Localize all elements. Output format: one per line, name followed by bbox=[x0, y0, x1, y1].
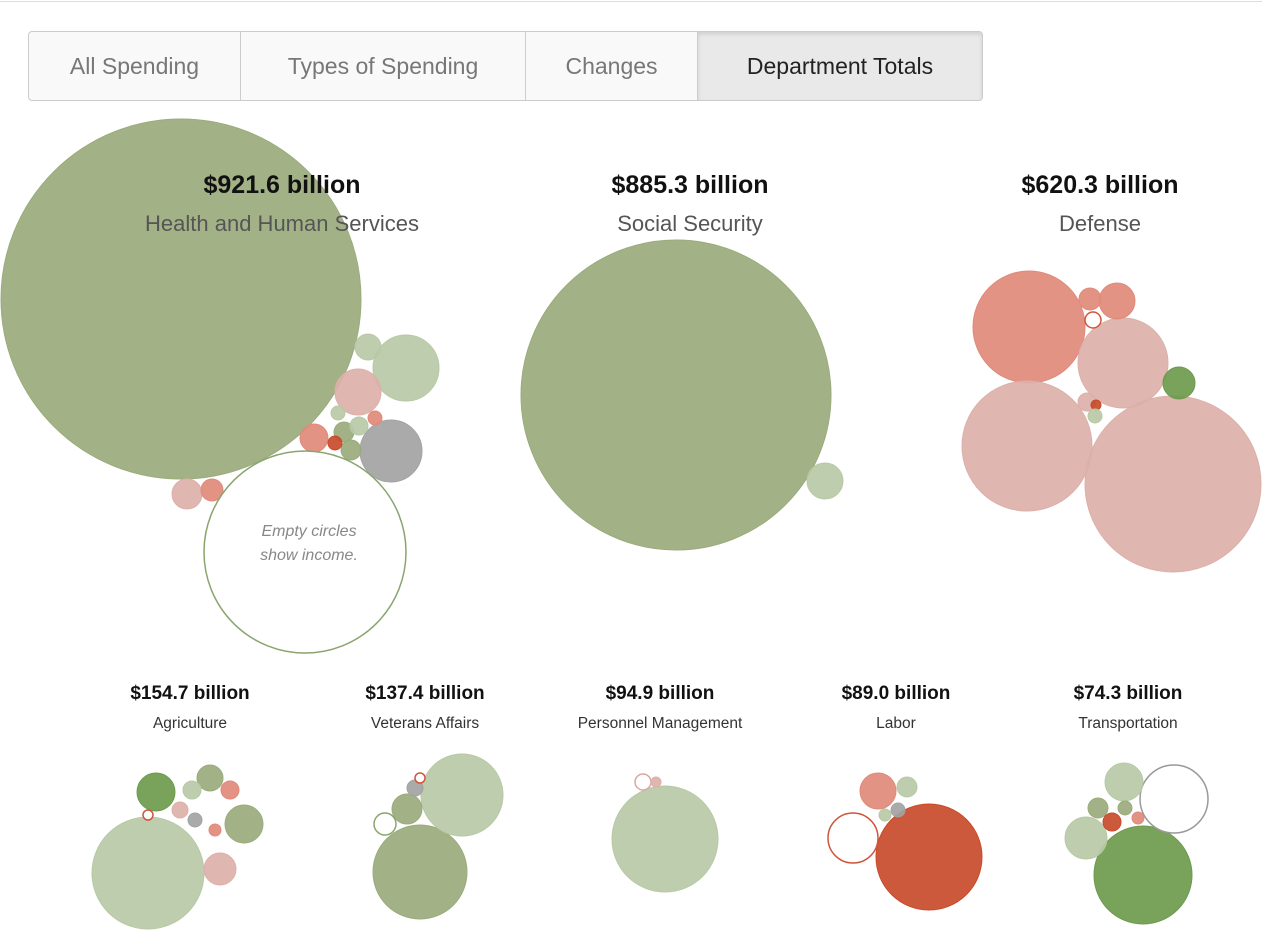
income-bubble bbox=[1084, 311, 1102, 329]
department-name: Veterans Affairs bbox=[371, 715, 480, 732]
department-amount: $137.4 billion bbox=[365, 683, 484, 704]
spending-bubble bbox=[208, 823, 222, 837]
spending-bubble bbox=[1104, 762, 1144, 802]
spending-bubble bbox=[391, 793, 423, 825]
spending-bubble bbox=[859, 772, 897, 810]
income-bubble bbox=[203, 450, 407, 654]
spending-bubble bbox=[520, 239, 832, 551]
tab[interactable]: Changes bbox=[526, 32, 698, 100]
income-bubble bbox=[827, 812, 879, 864]
income-bubble bbox=[634, 773, 652, 791]
spending-bubble bbox=[1098, 282, 1136, 320]
spending-bubble bbox=[330, 405, 346, 421]
annotation: show income. bbox=[260, 547, 358, 564]
department-amount: $885.3 billion bbox=[611, 171, 768, 199]
annotation: Empty circles bbox=[261, 523, 356, 540]
income-bubble bbox=[142, 809, 154, 821]
spending-bubble bbox=[896, 776, 918, 798]
spending-bubble bbox=[890, 802, 906, 818]
department-name: Personnel Management bbox=[578, 715, 743, 732]
income-bubble bbox=[414, 772, 426, 784]
department-name: Transportation bbox=[1078, 715, 1177, 732]
spending-bubble bbox=[1087, 408, 1103, 424]
spending-bubble bbox=[91, 816, 205, 930]
spending-bubble bbox=[961, 380, 1093, 512]
spending-bubble bbox=[1064, 816, 1108, 860]
spending-bubble bbox=[1117, 800, 1133, 816]
spending-bubble bbox=[220, 780, 240, 800]
department-name: Agriculture bbox=[153, 715, 227, 732]
income-bubble bbox=[373, 812, 397, 836]
spending-bubble bbox=[875, 803, 983, 911]
spending-bubble bbox=[359, 419, 423, 483]
department-amount: $921.6 billion bbox=[203, 171, 360, 199]
spending-bubble bbox=[0, 118, 362, 480]
spending-bubble bbox=[611, 785, 719, 893]
spending-bubble bbox=[171, 478, 203, 510]
department-name: Labor bbox=[876, 715, 916, 732]
spending-bubble bbox=[367, 410, 383, 426]
spending-bubble bbox=[200, 478, 224, 502]
spending-bubble bbox=[354, 333, 382, 361]
spending-bubble bbox=[372, 334, 440, 402]
spending-bubble bbox=[299, 423, 329, 453]
spending-bubble bbox=[196, 764, 224, 792]
department-amount: $74.3 billion bbox=[1074, 683, 1183, 704]
spending-bubble bbox=[136, 772, 176, 812]
department-amount: $154.7 billion bbox=[130, 683, 249, 704]
spending-bubble bbox=[171, 801, 189, 819]
spending-bubble bbox=[1090, 399, 1102, 411]
spending-bubble bbox=[1084, 395, 1262, 573]
spending-bubble bbox=[334, 368, 382, 416]
department-name: Health and Human Services bbox=[145, 211, 419, 236]
spending-bubble bbox=[340, 439, 362, 461]
spending-bubble bbox=[806, 462, 844, 500]
spending-bubble bbox=[224, 804, 264, 844]
spending-bubble bbox=[1078, 287, 1102, 311]
tab[interactable]: Department Totals bbox=[698, 32, 982, 100]
spending-bubble bbox=[327, 435, 343, 451]
spending-bubble bbox=[1087, 797, 1109, 819]
spending-bubble bbox=[972, 270, 1086, 384]
spending-bubble bbox=[1131, 811, 1145, 825]
divider bbox=[0, 1, 1262, 2]
department-amount: $94.9 billion bbox=[606, 683, 715, 704]
department-name: Defense bbox=[1059, 211, 1141, 236]
spending-bubble bbox=[187, 812, 203, 828]
department-amount: $620.3 billion bbox=[1021, 171, 1178, 199]
tab-bar: All Spending Types of Spending Changes Depa… bbox=[28, 31, 983, 101]
spending-bubble bbox=[420, 753, 504, 837]
income-bubble bbox=[1139, 764, 1209, 834]
tab[interactable]: Types of Spending bbox=[241, 32, 526, 100]
spending-bubble bbox=[203, 852, 237, 886]
spending-bubble bbox=[1102, 812, 1122, 832]
spending-bubble bbox=[182, 780, 202, 800]
spending-bubble bbox=[1162, 366, 1196, 400]
spending-bubble bbox=[878, 808, 892, 822]
department-name: Social Security bbox=[617, 211, 763, 236]
spending-bubble bbox=[1093, 825, 1193, 925]
spending-bubble bbox=[349, 416, 369, 436]
spending-bubble bbox=[650, 776, 662, 788]
department-amount: $89.0 billion bbox=[842, 683, 951, 704]
spending-bubble bbox=[372, 824, 468, 920]
tab[interactable]: All Spending bbox=[29, 32, 241, 100]
